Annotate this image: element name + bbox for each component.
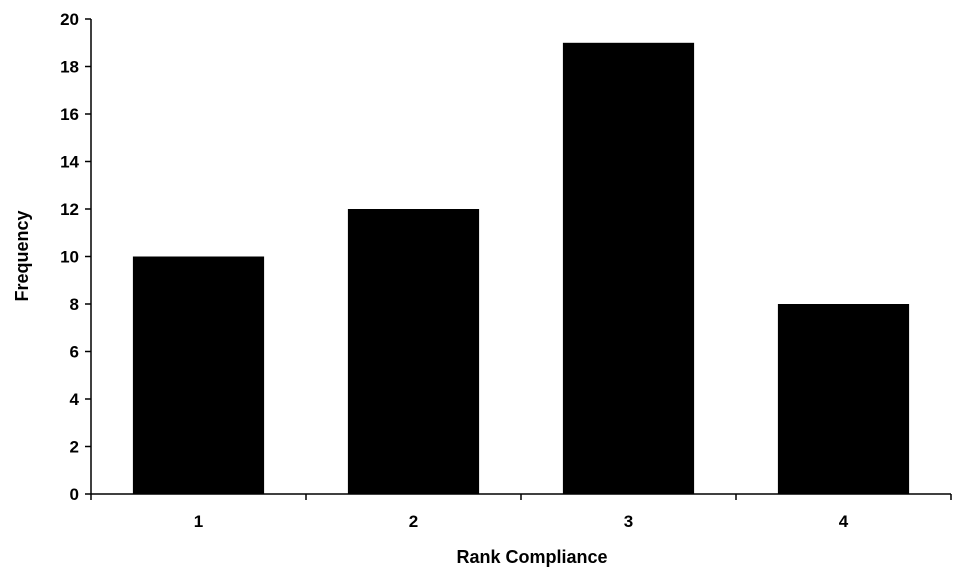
y-tick-label: 14 <box>60 153 79 172</box>
y-tick-label: 6 <box>70 343 79 362</box>
x-tick-label: 2 <box>409 512 418 531</box>
x-axis-title: Rank Compliance <box>456 547 607 567</box>
bar-2 <box>347 209 480 494</box>
y-tick-label: 16 <box>60 105 79 124</box>
x-ticks-group: 1 2 3 4 <box>90 494 952 531</box>
y-axis-title: Frequency <box>12 210 32 301</box>
y-tick-label: 20 <box>60 10 79 29</box>
y-tick-label: 18 <box>60 58 79 77</box>
bar-3 <box>562 42 695 495</box>
y-tick-label: 10 <box>60 248 79 267</box>
y-ticks-group: 0 2 4 6 8 10 12 14 16 18 20 <box>60 10 91 504</box>
y-tick-label: 8 <box>70 295 79 314</box>
x-tick-label: 4 <box>839 512 849 531</box>
bars-group <box>132 42 910 495</box>
y-tick-label: 4 <box>70 390 80 409</box>
y-tick-label: 12 <box>60 200 79 219</box>
bar-1 <box>132 256 265 494</box>
x-tick-label: 3 <box>624 512 633 531</box>
y-tick-label: 2 <box>70 438 79 457</box>
bar-4 <box>777 304 910 494</box>
y-tick-label: 0 <box>70 485 79 504</box>
x-tick-label: 1 <box>194 512 203 531</box>
